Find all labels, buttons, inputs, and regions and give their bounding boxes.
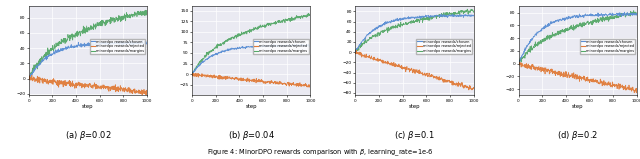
X-axis label: step: step	[409, 104, 420, 109]
Legend: minordpo rewards/chosen, minordpo rewards/rejected, minordpo rewards/margins: minordpo rewards/chosen, minordpo reward…	[90, 38, 145, 54]
Text: Figure 4: MinorDPO rewards comparison with $\beta$, learning_rate=1e-6: Figure 4: MinorDPO rewards comparison wi…	[207, 148, 433, 158]
Legend: minordpo rewards/chosen, minordpo rewards/rejected, minordpo rewards/margins: minordpo rewards/chosen, minordpo reward…	[417, 38, 472, 54]
X-axis label: step: step	[82, 104, 93, 109]
Text: (b) $\beta$=0.04: (b) $\beta$=0.04	[228, 129, 275, 142]
X-axis label: step: step	[245, 104, 257, 109]
Text: (c) $\beta$=0.1: (c) $\beta$=0.1	[394, 129, 435, 142]
Text: (d) $\beta$=0.2: (d) $\beta$=0.2	[557, 129, 598, 142]
Legend: minordpo rewards/chosen, minordpo rewards/rejected, minordpo rewards/margins: minordpo rewards/chosen, minordpo reward…	[253, 38, 308, 54]
Text: (a) $\beta$=0.02: (a) $\beta$=0.02	[65, 129, 111, 142]
Legend: minordpo rewards/chosen, minordpo rewards/rejected, minordpo rewards/margins: minordpo rewards/chosen, minordpo reward…	[580, 38, 635, 54]
X-axis label: step: step	[572, 104, 584, 109]
